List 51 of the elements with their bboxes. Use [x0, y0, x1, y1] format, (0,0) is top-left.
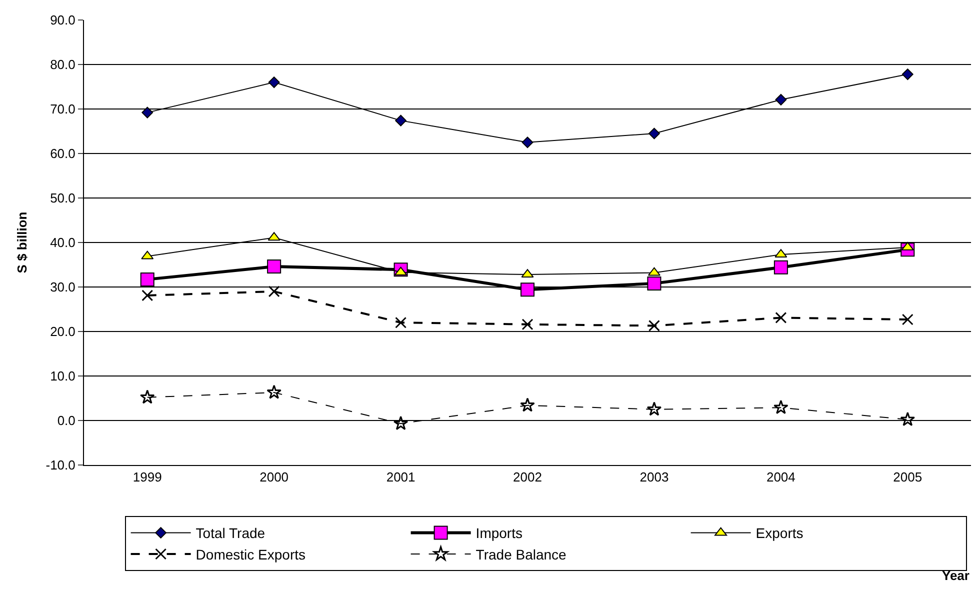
- x-tick-label: 2002: [513, 470, 542, 485]
- point: [520, 282, 534, 297]
- point: [775, 94, 787, 106]
- x-tick-label: 2001: [386, 470, 416, 485]
- point: [522, 136, 534, 148]
- x-tick-label: 2004: [766, 470, 796, 485]
- point: [267, 260, 282, 274]
- y-axis-title: S $ billion: [14, 212, 30, 274]
- legend-label: Total Trade: [196, 525, 266, 542]
- text: Year: [942, 568, 970, 583]
- y-tick-label: 50.0: [50, 190, 76, 206]
- y-tick-label: 30.0: [50, 280, 76, 295]
- y-tick-label: 20.0: [50, 324, 76, 340]
- point: [268, 76, 280, 88]
- x-tick-label: 2005: [893, 470, 922, 485]
- y-tick-label: 70.0: [50, 102, 76, 117]
- point: [900, 412, 916, 426]
- legend-label: Domestic Exports: [196, 546, 306, 562]
- y-tick-label: 60.0: [50, 146, 76, 162]
- point: [395, 114, 406, 126]
- y-tick-label: 80.0: [50, 57, 76, 72]
- point: [140, 390, 155, 404]
- legend-label: Imports: [476, 525, 522, 542]
- legend-label: Exports: [756, 525, 804, 542]
- y-tick-label: 40.0: [50, 235, 76, 250]
- point: [902, 68, 914, 80]
- point: [140, 272, 154, 286]
- point: [774, 260, 788, 274]
- point: [647, 276, 662, 290]
- point: [648, 128, 660, 140]
- point: [142, 106, 154, 118]
- point: [520, 398, 535, 412]
- x-tick-label: 2003: [640, 470, 669, 485]
- point: [774, 400, 788, 414]
- point: [266, 384, 282, 399]
- y-tick-label: -10.0: [46, 458, 76, 473]
- point: [268, 286, 280, 298]
- point: [646, 402, 662, 416]
- point: [648, 320, 660, 332]
- y-tick-label: 90.0: [50, 12, 76, 28]
- legend-label: Trade Balance: [476, 546, 567, 562]
- point: [393, 416, 408, 430]
- point: [522, 318, 534, 330]
- point: [142, 290, 154, 302]
- x-tick-label: 2000: [260, 470, 289, 485]
- y-tick-label: 0.0: [57, 413, 76, 428]
- point: [395, 316, 407, 328]
- point: [775, 312, 787, 324]
- x-tick-label: 1999: [132, 470, 162, 485]
- y-tick-label: 10.0: [50, 368, 76, 384]
- point: [902, 314, 914, 326]
